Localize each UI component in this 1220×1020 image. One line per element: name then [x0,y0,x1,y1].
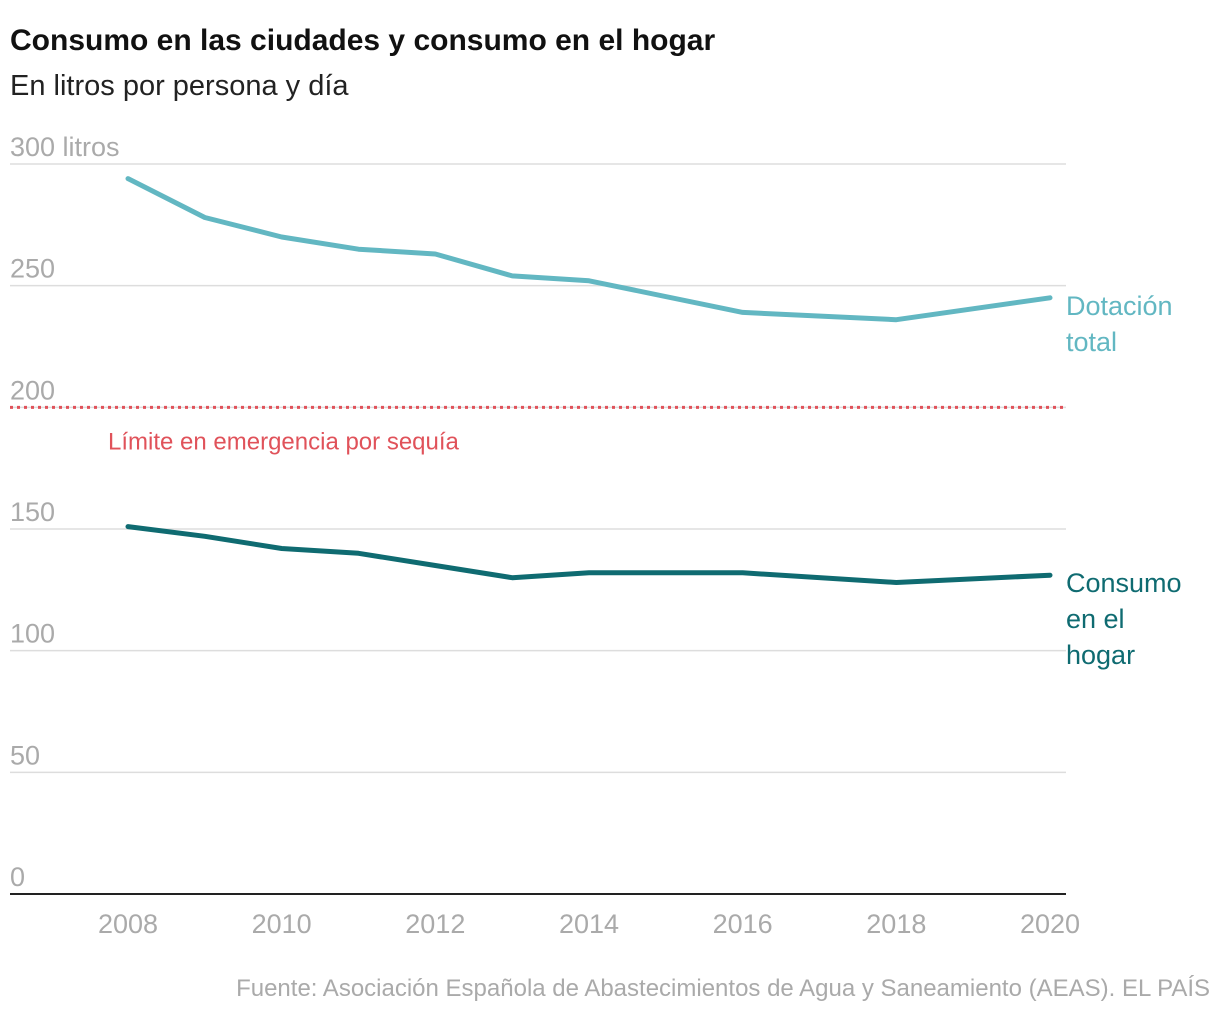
x-tick-label-2018: 2018 [866,909,926,939]
series-label-line: hogar [1066,640,1135,670]
y-tick-label-50: 50 [10,740,40,770]
x-tick-label-2014: 2014 [559,909,619,939]
x-tick-label-2020: 2020 [1020,909,1080,939]
y-tick-label-300: 300 litros [10,132,120,162]
x-tick-label-2010: 2010 [252,909,312,939]
y-tick-label-200: 200 [10,375,55,405]
x-tick-label-2008: 2008 [98,909,158,939]
chart-subtitle: En litros por persona y día [10,70,349,102]
x-tick-label-2012: 2012 [405,909,465,939]
series-label-dotacion-total: Dotación total [1066,291,1173,357]
x-axis-tick-labels: 2008 2010 2012 2014 2016 2018 2020 [98,909,1080,939]
gridlines [10,163,1066,895]
y-axis-tick-labels: 0 50 100 150 200 250 300 litros [10,132,120,892]
reference-line-label: Límite en emergencia por sequía [108,428,460,455]
series-line-dotacion-total [125,176,1053,323]
source-note: Fuente: Asociación Española de Abastecim… [236,975,1210,1002]
y-tick-label-100: 100 [10,619,55,649]
y-tick-label-250: 250 [10,254,55,284]
chart-title: Consumo en las ciudades y consumo en el … [10,24,716,57]
reference-lines: Límite en emergencia por sequía [10,405,1066,455]
series-labels: Dotación total Consumo en el hogar [1066,291,1182,670]
y-tick-label-150: 150 [10,497,55,527]
series-label-line: Dotación [1066,291,1173,321]
series-label-line: en el [1066,604,1125,634]
x-tick-label-2016: 2016 [713,909,773,939]
series-label-line: total [1066,327,1117,357]
series-lines [125,176,1053,585]
series-line-consumo-en-el-hogar [125,524,1053,585]
series-label-consumo-en-el-hogar: Consumo en el hogar [1066,568,1182,670]
y-tick-label-0: 0 [10,862,25,892]
series-label-line: Consumo [1066,568,1182,598]
